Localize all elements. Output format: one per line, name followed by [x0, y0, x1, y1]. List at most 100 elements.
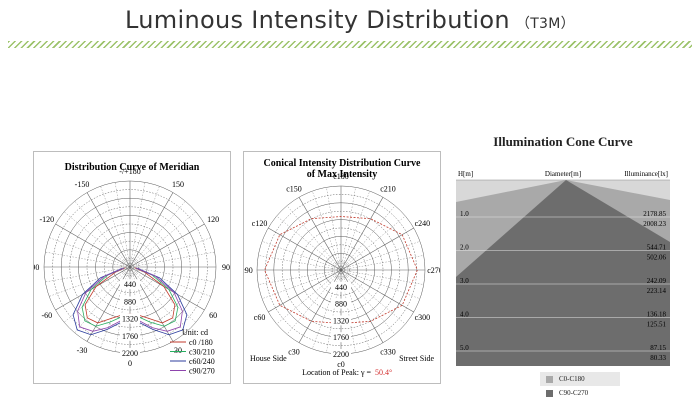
polar-grid-spoke [340, 269, 424, 285]
polar-angle-label: 150 [172, 180, 184, 189]
polar-angle-label: -90 [34, 263, 39, 272]
polar-grid-spoke [340, 269, 396, 335]
chart-title: of Max Intensity [307, 169, 378, 180]
page-title: Luminous Intensity Distribution （T3M） [0, 6, 700, 34]
cone-row-c90: 502.06 [647, 254, 667, 262]
radial-tick-bg [120, 313, 140, 324]
cone-row-height: 1.0 [460, 210, 469, 218]
radial-tick-bg [120, 296, 140, 307]
cone-legend-item-c90: C90-C270 [540, 386, 620, 400]
polar-grid-spoke [276, 215, 342, 271]
meridian-chart: Distribution Curve of Meridian-/+180 150 1… [34, 162, 230, 376]
radial-tick-label: 1320 [122, 315, 138, 324]
polar-angle-label: c180 [333, 172, 349, 181]
cone-row-c90: 125.51 [647, 321, 667, 329]
polar-grid-spoke [312, 269, 342, 349]
radial-tick-label: 1760 [333, 333, 349, 342]
polar-angle-label: -120 [40, 215, 55, 224]
peak-value: 50.4° [375, 368, 392, 377]
polar-grid-spoke [129, 266, 146, 352]
radial-tick-bg [331, 281, 351, 292]
polar-grid-spoke [340, 205, 396, 271]
legend-label: c60/240 [189, 357, 215, 366]
radial-tick-label: 2200 [122, 349, 138, 358]
polar-grid-spoke [129, 266, 215, 283]
polar-grid-spoke [129, 266, 160, 348]
polar-grid-spoke [258, 255, 342, 271]
polar-angle-label: c120 [252, 219, 268, 228]
polar-angle-label: 90 [222, 263, 230, 272]
polar-grid-spoke [55, 223, 131, 268]
polar-grid-spoke [129, 182, 146, 268]
polar-grid-spoke [100, 266, 131, 348]
polar-grid-spoke [340, 215, 406, 271]
cone-header-diameter: Diameter[m] [545, 170, 581, 178]
radial-tick-bg [120, 279, 140, 290]
cone-legend-label-c90: C90-C270 [559, 389, 589, 397]
polar-grid-spoke [340, 197, 384, 271]
polar-angle-label: c90 [244, 266, 253, 275]
polar-angle-label: c30 [288, 347, 300, 356]
radial-tick-label: 1760 [122, 332, 138, 341]
radial-tick-label: 880 [335, 300, 347, 309]
polar-grid-spoke [340, 255, 424, 271]
polar-grid-spoke [340, 269, 406, 325]
polar-grid-spoke [129, 266, 211, 297]
cone-row-c0: 87.15 [650, 344, 666, 352]
polar-grid-spoke [49, 237, 131, 268]
polar-angle-label: c60 [254, 313, 266, 322]
radial-tick-label: 2200 [333, 350, 349, 359]
legend-label: c90/270 [189, 367, 215, 376]
polar-grid-spoke [49, 266, 131, 297]
polar-angle-label: -30 [77, 346, 88, 355]
polar-grid-spoke [86, 192, 131, 268]
radial-tick-label: 440 [335, 283, 347, 292]
cone-row-c90: 2008.23 [643, 220, 666, 228]
polar-grid-spoke [340, 227, 414, 271]
polar-grid-spoke [74, 201, 131, 268]
cone-row-height: 3.0 [460, 277, 469, 285]
polar-grid-spoke [129, 237, 211, 268]
polar-angle-label: 30 [174, 346, 182, 355]
polar-angle-label: -150 [75, 180, 90, 189]
polar-grid-spoke [129, 266, 186, 333]
radial-tick-bg [331, 315, 351, 326]
polar-grid-spoke [258, 269, 342, 285]
polar-grid-spoke [64, 266, 131, 323]
cone-chart-panel: H[m] Diameter[m] Illuminance[lx] 1.0 2178.85… [456, 164, 670, 366]
cone-row-c0: 544.71 [647, 244, 667, 252]
cone-c90-area [456, 180, 670, 366]
peak-label: Location of Peak: γ = [302, 368, 371, 377]
cone-legend-item-c0: C0-C180 [540, 372, 620, 386]
polar-angle-label: -/+180 [119, 167, 140, 176]
polar-grid-spoke [64, 211, 131, 268]
title-divider [8, 41, 692, 48]
cone-header-illuminance: Illuminance[lx] [624, 170, 668, 178]
polar-grid-spoke [129, 251, 215, 268]
polar-grid-spoke [129, 192, 174, 268]
radial-tick-bg [331, 332, 351, 343]
cone-row-c0: 136.18 [647, 311, 667, 319]
cone-row-c90: 80.33 [650, 354, 666, 362]
chart-title: Conical Intensity Distribution Curve [264, 158, 422, 169]
street-side-label: Street Side [399, 354, 434, 363]
radial-tick-label: 880 [124, 297, 136, 306]
polar-grid-spoke [340, 269, 414, 313]
cone-row-c0: 242.09 [647, 277, 667, 285]
polar-series-curve [264, 216, 418, 324]
radial-tick-bg [120, 330, 140, 341]
polar-angle-label: c240 [415, 219, 431, 228]
polar-grid-spoke [340, 269, 356, 353]
polar-angle-label: c210 [380, 185, 396, 194]
polar-grid-spoke [340, 269, 370, 349]
polar-angle-label: -60 [42, 311, 53, 320]
page-title-text: Luminous Intensity Distribution [125, 6, 510, 34]
polar-grid-spoke [129, 223, 205, 268]
radial-tick-label: 1320 [333, 316, 349, 325]
polar-grid-spoke [276, 269, 342, 325]
conical-chart-panel: Conical Intensity Distribution Curve of M… [243, 151, 441, 384]
cone-legend-swatch-c90 [546, 389, 553, 397]
polar-grid-spoke [268, 269, 342, 313]
cone-row-c0: 2178.85 [643, 210, 666, 218]
cone-chart: H[m] Diameter[m] Illuminance[lx] 1.0 2178.85… [456, 170, 670, 366]
